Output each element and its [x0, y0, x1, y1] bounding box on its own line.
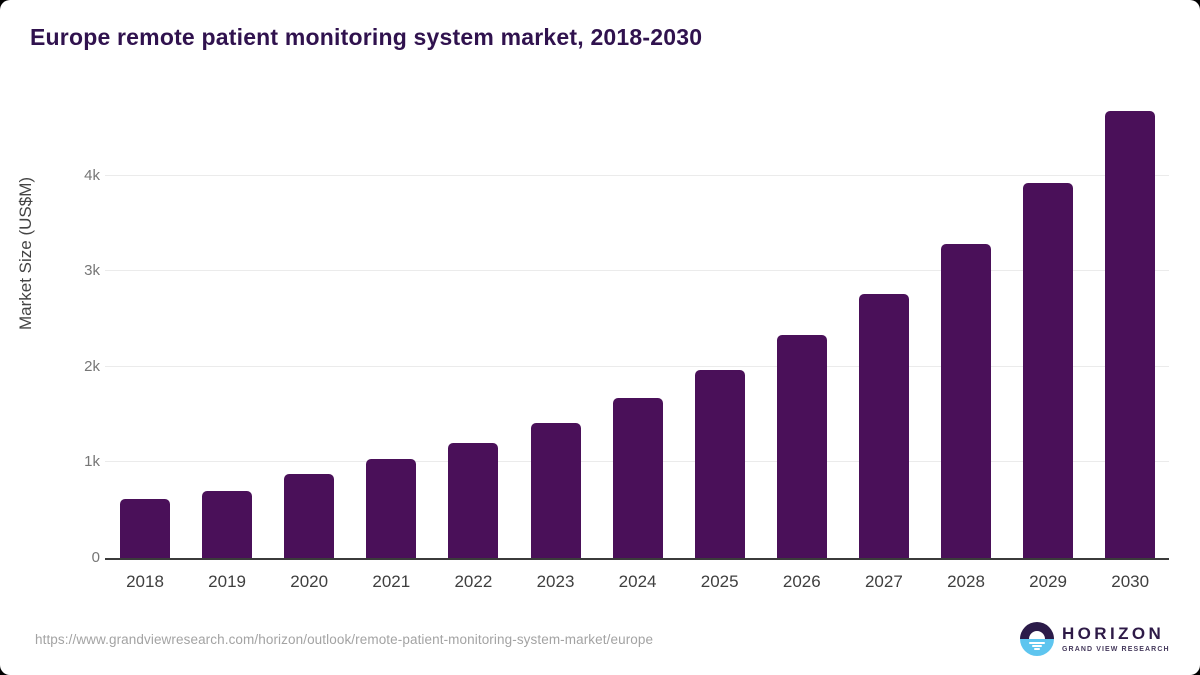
bar-2027[interactable]	[858, 293, 909, 558]
chart-title: Europe remote patient monitoring system …	[30, 24, 703, 50]
y-tick-label: 0	[91, 549, 100, 566]
x-tick-label-2019: 2019	[208, 572, 247, 591]
source-url: https://www.grandviewresearch.com/horizo…	[35, 632, 654, 647]
bar-2024[interactable]	[612, 398, 663, 558]
x-tick-label-2022: 2022	[454, 572, 493, 591]
x-tick-label-2026: 2026	[782, 572, 821, 591]
x-tick-label-2028: 2028	[947, 572, 985, 591]
horizon-logo: HORIZON GRAND VIEW RESEARCH	[1020, 621, 1170, 659]
bar-2018[interactable]	[120, 499, 170, 558]
gridline-2k	[105, 365, 1169, 367]
bar-2029[interactable]	[1023, 183, 1074, 558]
bar-2026[interactable]	[776, 334, 827, 558]
bar-2021[interactable]	[366, 459, 417, 558]
bar-2023[interactable]	[530, 422, 581, 558]
bar-2025[interactable]	[694, 369, 745, 558]
horizon-sunset-icon	[1020, 622, 1054, 656]
plot-area	[105, 110, 1169, 560]
logo-brand-text: HORIZON	[1062, 624, 1165, 643]
gridline-4k	[105, 174, 1169, 176]
y-tick-label: 1k	[84, 453, 100, 471]
bar-2020[interactable]	[284, 474, 335, 558]
x-tick-label-2023: 2023	[536, 572, 575, 591]
bar-2019[interactable]	[202, 490, 253, 558]
bar-2028[interactable]	[941, 244, 991, 558]
x-tick-label-2025: 2025	[700, 572, 739, 591]
x-axis-labels: 2018 2019 2020 2021 2022 2023 2024 2025 2026 2027…	[105, 572, 1169, 596]
bar-2030[interactable]	[1105, 110, 1156, 558]
x-tick-label-2018: 2018	[126, 572, 164, 591]
x-tick-label-2020: 2020	[290, 572, 329, 591]
y-tick-label: 3k	[84, 262, 100, 280]
y-axis-title: Market Size (US$M)	[16, 176, 35, 330]
gridline-3k	[105, 270, 1169, 272]
x-tick-label-2021: 2021	[372, 572, 411, 591]
x-tick-label-2024: 2024	[618, 572, 657, 591]
y-tick-label: 2k	[84, 357, 100, 375]
bar-2022[interactable]	[448, 442, 499, 558]
x-tick-label-2029: 2029	[1029, 572, 1068, 591]
logo-tagline-text: GRAND VIEW RESEARCH	[1062, 645, 1170, 653]
x-tick-label-2027: 2027	[864, 572, 903, 591]
x-tick-label-2030: 2030	[1111, 572, 1150, 591]
y-tick-label: 4k	[84, 166, 100, 184]
